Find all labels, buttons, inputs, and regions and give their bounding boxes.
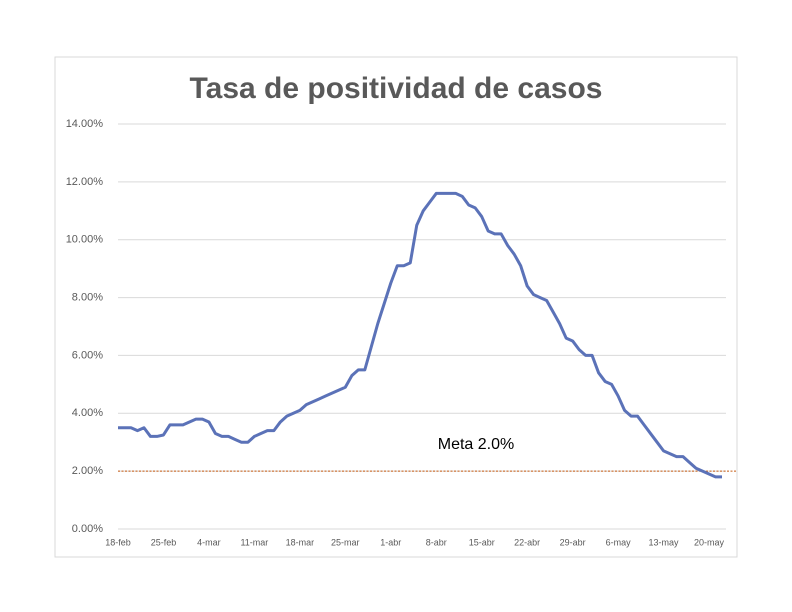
x-tick-label: 29-abr <box>560 537 586 547</box>
y-tick-label: 12.00% <box>66 176 104 188</box>
x-tick-label: 11-mar <box>240 537 268 547</box>
x-tick-label: 25-feb <box>151 537 177 547</box>
x-tick-label: 13-may <box>649 537 680 547</box>
x-tick-label: 15-abr <box>469 537 495 547</box>
x-tick-label: 1-abr <box>380 537 401 547</box>
x-tick-label: 8-abr <box>426 537 447 547</box>
y-tick-label: 4.00% <box>72 407 103 419</box>
x-tick-label: 18-feb <box>105 537 131 547</box>
chart-frame <box>54 56 738 558</box>
x-tick-label: 6-may <box>606 537 632 547</box>
data-line <box>118 191 722 479</box>
y-tick-label: 0.00% <box>72 523 103 535</box>
x-tick-label: 22-abr <box>514 537 540 547</box>
x-tick-label: 20-may <box>694 537 725 547</box>
y-tick-label: 6.00% <box>72 349 103 361</box>
x-tick-label: 4-mar <box>197 537 221 547</box>
y-tick-label: 2.00% <box>72 465 103 477</box>
annotation: Meta 2.0% <box>438 436 514 453</box>
y-tick-label: 8.00% <box>72 291 103 303</box>
x-tick-label: 18-mar <box>286 537 315 547</box>
y-tick-label: 10.00% <box>66 234 104 246</box>
chart-title: Tasa de positividad de casos <box>190 72 603 105</box>
y-tick-label: 14.00% <box>66 118 104 130</box>
x-tick-label: 25-mar <box>331 537 360 547</box>
